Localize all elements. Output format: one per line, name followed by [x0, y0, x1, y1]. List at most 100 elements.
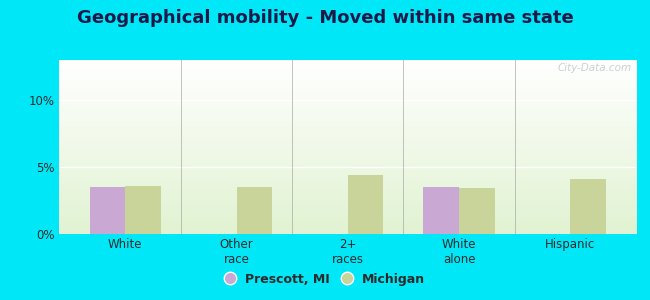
Bar [58, 158, 637, 159]
Bar [58, 84, 637, 85]
Bar [58, 177, 637, 178]
Bar [58, 170, 637, 171]
Bar [58, 153, 637, 154]
Bar [58, 161, 637, 162]
Bar [58, 228, 637, 229]
Bar [58, 186, 637, 187]
Bar [58, 140, 637, 141]
Bar [58, 166, 637, 167]
Bar [58, 61, 637, 62]
Bar [58, 68, 637, 69]
Bar [58, 139, 637, 140]
Bar [58, 113, 637, 114]
Bar [58, 229, 637, 230]
Bar [58, 173, 637, 174]
Bar [58, 149, 637, 150]
Bar [58, 109, 637, 110]
Bar [58, 104, 637, 105]
Bar [58, 78, 637, 79]
Bar [58, 171, 637, 172]
Bar [58, 181, 637, 182]
Bar [58, 215, 637, 216]
Bar [58, 174, 637, 175]
Bar [58, 100, 637, 101]
Bar [58, 124, 637, 125]
Bar [58, 199, 637, 200]
Bar [58, 130, 637, 131]
Bar [58, 145, 637, 146]
Bar [58, 147, 637, 148]
Bar [58, 177, 637, 178]
Bar [58, 198, 637, 199]
Bar [58, 63, 637, 64]
Bar [58, 146, 637, 147]
Bar [58, 88, 637, 89]
Bar [58, 69, 637, 70]
Bar [58, 219, 637, 220]
Bar [58, 72, 637, 73]
Bar [58, 222, 637, 223]
Bar [58, 117, 637, 118]
Bar [58, 90, 637, 91]
Bar [58, 218, 637, 219]
Bar [58, 233, 637, 234]
Text: City-Data.com: City-Data.com [557, 64, 631, 74]
Bar [58, 185, 637, 186]
Bar [58, 197, 637, 198]
Bar [423, 187, 459, 234]
Bar [58, 141, 637, 142]
Bar [58, 193, 637, 194]
Bar [58, 83, 637, 84]
Bar [58, 156, 637, 157]
Bar [58, 122, 637, 123]
Bar [58, 77, 637, 78]
Bar [58, 151, 637, 152]
Bar [58, 209, 637, 210]
Bar [58, 175, 637, 176]
Bar [58, 155, 637, 156]
Bar [58, 96, 637, 97]
Bar [58, 152, 637, 153]
Bar [58, 105, 637, 106]
Bar [459, 188, 495, 234]
Bar [58, 73, 637, 74]
Bar [58, 190, 637, 191]
Bar [58, 207, 637, 208]
Bar [58, 60, 637, 61]
Bar [90, 187, 125, 234]
Bar [58, 205, 637, 206]
Bar [58, 142, 637, 143]
Bar [58, 74, 637, 75]
Bar [58, 126, 637, 127]
Bar [58, 137, 637, 138]
Bar [58, 108, 637, 109]
Bar [58, 64, 637, 65]
Bar [58, 226, 637, 227]
Bar [58, 211, 637, 212]
Bar [58, 200, 637, 201]
Bar [58, 169, 637, 170]
Bar [58, 123, 637, 124]
Bar [58, 65, 637, 66]
Bar [58, 125, 637, 126]
Bar [58, 95, 637, 96]
Bar [58, 107, 637, 108]
Bar [58, 232, 637, 233]
Bar [58, 133, 637, 134]
Bar [58, 220, 637, 221]
Bar [58, 217, 637, 218]
Bar [58, 194, 637, 195]
Bar [58, 118, 637, 119]
Bar [58, 119, 637, 120]
Bar [58, 144, 637, 145]
Bar [58, 75, 637, 76]
Bar [58, 127, 637, 128]
Bar [58, 201, 637, 202]
Bar [58, 136, 637, 137]
Legend: Prescott, MI, Michigan: Prescott, MI, Michigan [220, 268, 430, 291]
Bar [58, 80, 637, 81]
Bar [237, 187, 272, 234]
Bar [58, 132, 637, 133]
Bar [58, 168, 637, 169]
Bar [58, 67, 637, 68]
